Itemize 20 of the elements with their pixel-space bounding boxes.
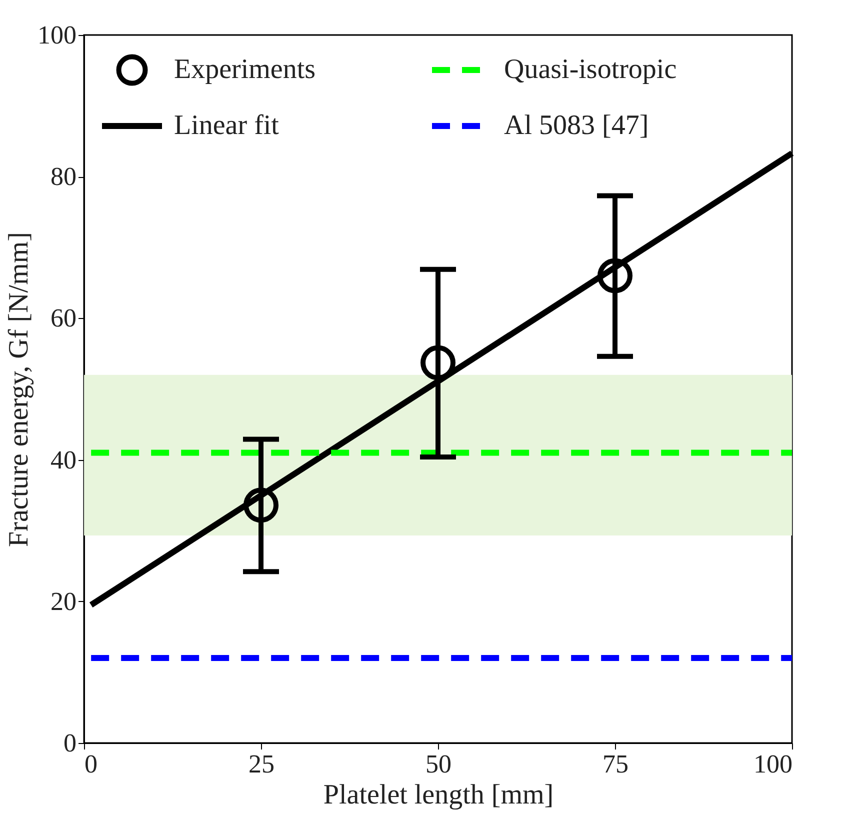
y-tick-label: 40 <box>50 445 76 474</box>
x-tick-label: 75 <box>602 750 628 778</box>
legend-label: Linear fit <box>174 110 280 141</box>
y-tick-label: 100 <box>38 20 76 50</box>
y-tick-label: 0 <box>64 728 76 758</box>
x-tick-label: 50 <box>426 750 452 778</box>
y-axis-title: Fracture energy, Gf [N/mm] <box>4 232 34 547</box>
point <box>420 345 456 380</box>
point <box>244 488 278 523</box>
x-tick-label: 25 <box>248 750 274 778</box>
y-tick-label: 20 <box>50 586 76 616</box>
x-tick-label: 0 <box>84 750 98 778</box>
legend-label: Experiments <box>174 54 316 85</box>
y-tick-label: 80 <box>50 162 76 192</box>
legend-label: Quasi-isotropic <box>504 54 677 85</box>
x-axis-title: Platelet length [mm] <box>323 780 554 810</box>
y-tick-label: 60 <box>50 304 76 333</box>
x-tick-label: 100 <box>754 750 792 778</box>
legend-label: Al 5083 [47] <box>504 110 649 141</box>
point <box>598 258 632 294</box>
